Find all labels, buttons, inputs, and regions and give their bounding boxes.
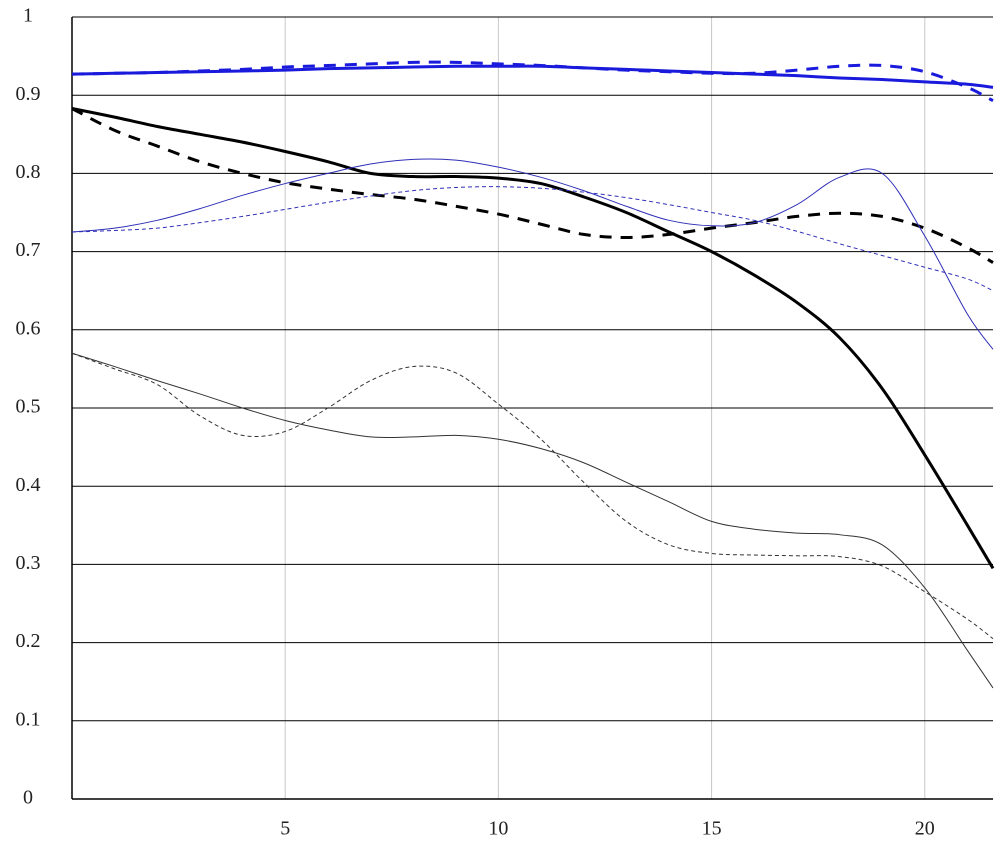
series-line (71, 158, 994, 350)
y-tick-label: 0.8 (16, 161, 41, 183)
x-tick-label: 20 (915, 818, 935, 840)
y-tick-label: 0.2 (16, 630, 41, 652)
x-tick-label: 15 (702, 818, 722, 840)
series-line (71, 186, 994, 292)
y-tick-label: 0.3 (16, 552, 41, 574)
x-tick-label: 5 (280, 818, 290, 840)
series-line (71, 352, 994, 640)
series-line (71, 107, 995, 570)
y-tick-label: 0.9 (16, 83, 41, 105)
y-tick-label: 0 (23, 787, 33, 809)
series-line (71, 64, 994, 89)
y-tick-label: 0.4 (16, 474, 41, 496)
y-tick-label: 0.7 (16, 239, 41, 261)
series-line (71, 107, 994, 264)
y-tick-label: 0.6 (16, 317, 41, 339)
series-line (71, 60, 994, 103)
y-tick-label: 0.1 (16, 708, 41, 730)
y-tick-label: 0.5 (16, 396, 41, 418)
y-tick-label: 1 (23, 5, 33, 27)
x-tick-label: 10 (488, 818, 508, 840)
series-line (71, 352, 994, 689)
